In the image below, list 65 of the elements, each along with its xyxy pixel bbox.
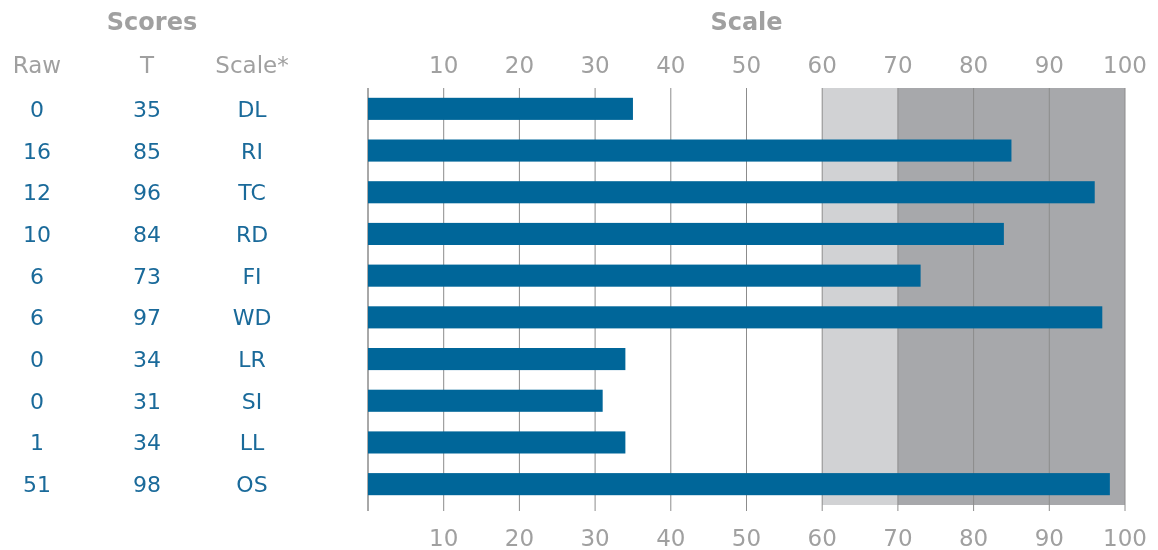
x-tick-label: 30 xyxy=(580,52,610,78)
x2-tick-label: 10 xyxy=(429,525,459,550)
bar xyxy=(368,264,921,287)
data-label: 31 xyxy=(133,388,161,414)
bar xyxy=(368,473,1110,496)
y-tick-label: TC xyxy=(237,180,266,206)
x-tick-label: 50 xyxy=(731,52,762,78)
y-tick-label: LR xyxy=(238,347,266,373)
x2-tick-label: 20 xyxy=(504,525,535,550)
bar xyxy=(368,222,1004,245)
x2-tick-label: 40 xyxy=(656,525,686,550)
text: 6 xyxy=(30,263,44,289)
y-tick-label: DL xyxy=(237,96,268,122)
x-tick-label: 70 xyxy=(883,52,913,78)
x-tick-label: 10 xyxy=(429,52,459,78)
data-label: 84 xyxy=(133,221,161,247)
data-label: 34 xyxy=(133,430,161,456)
x2-tick-label: 90 xyxy=(1034,525,1064,550)
y-tick-label: RD xyxy=(235,221,269,247)
text: 16 xyxy=(23,138,51,164)
x2-tick-label: 80 xyxy=(958,525,989,550)
bar xyxy=(368,306,1103,329)
text: 0 xyxy=(30,96,44,122)
x2-tick-label: 30 xyxy=(580,525,610,550)
text: 51 xyxy=(23,472,51,498)
y-tick-label: RI xyxy=(241,138,263,164)
text: 12 xyxy=(23,180,51,206)
text: 10 xyxy=(23,221,51,247)
bar xyxy=(368,431,626,454)
text: Raw xyxy=(12,52,62,78)
x-tick-label: 60 xyxy=(807,52,837,78)
bar xyxy=(368,97,633,120)
x-tick-label: 20 xyxy=(504,52,535,78)
y-tick-label: SI xyxy=(241,388,263,414)
text: 1 xyxy=(30,430,44,456)
bar xyxy=(368,181,1095,204)
x2-tick-label: 60 xyxy=(807,525,837,550)
text: Scale* xyxy=(215,52,289,78)
bar xyxy=(368,348,626,371)
data-label: 34 xyxy=(133,347,161,373)
text: 0 xyxy=(30,347,44,373)
x-tick-label: 100 xyxy=(1103,52,1147,78)
y-tick-label: FI xyxy=(242,263,262,289)
text: 0 xyxy=(30,388,44,414)
text: Scores xyxy=(106,8,198,36)
y-tick-label: LL xyxy=(239,430,265,456)
text: T xyxy=(138,52,155,78)
y-tick-label: OS xyxy=(236,472,268,498)
text: 6 xyxy=(30,305,44,331)
data-label: 96 xyxy=(133,180,161,206)
x-tick-label: 90 xyxy=(1034,52,1064,78)
y-tick-label: WD xyxy=(232,305,272,331)
x2-axis-title: Scale xyxy=(710,8,783,36)
x2-tick-label: 100 xyxy=(1103,525,1147,550)
bar xyxy=(368,389,603,412)
data-label: 73 xyxy=(133,263,161,289)
x2-tick-label: 50 xyxy=(731,525,762,550)
data-label: 85 xyxy=(133,138,161,164)
x2-tick-label: 70 xyxy=(883,525,913,550)
data-label: 97 xyxy=(133,305,161,331)
data-label: 35 xyxy=(133,96,161,122)
data-label: 98 xyxy=(133,472,161,498)
bar xyxy=(368,139,1012,162)
x-tick-label: 80 xyxy=(958,52,989,78)
x-tick-label: 40 xyxy=(656,52,686,78)
